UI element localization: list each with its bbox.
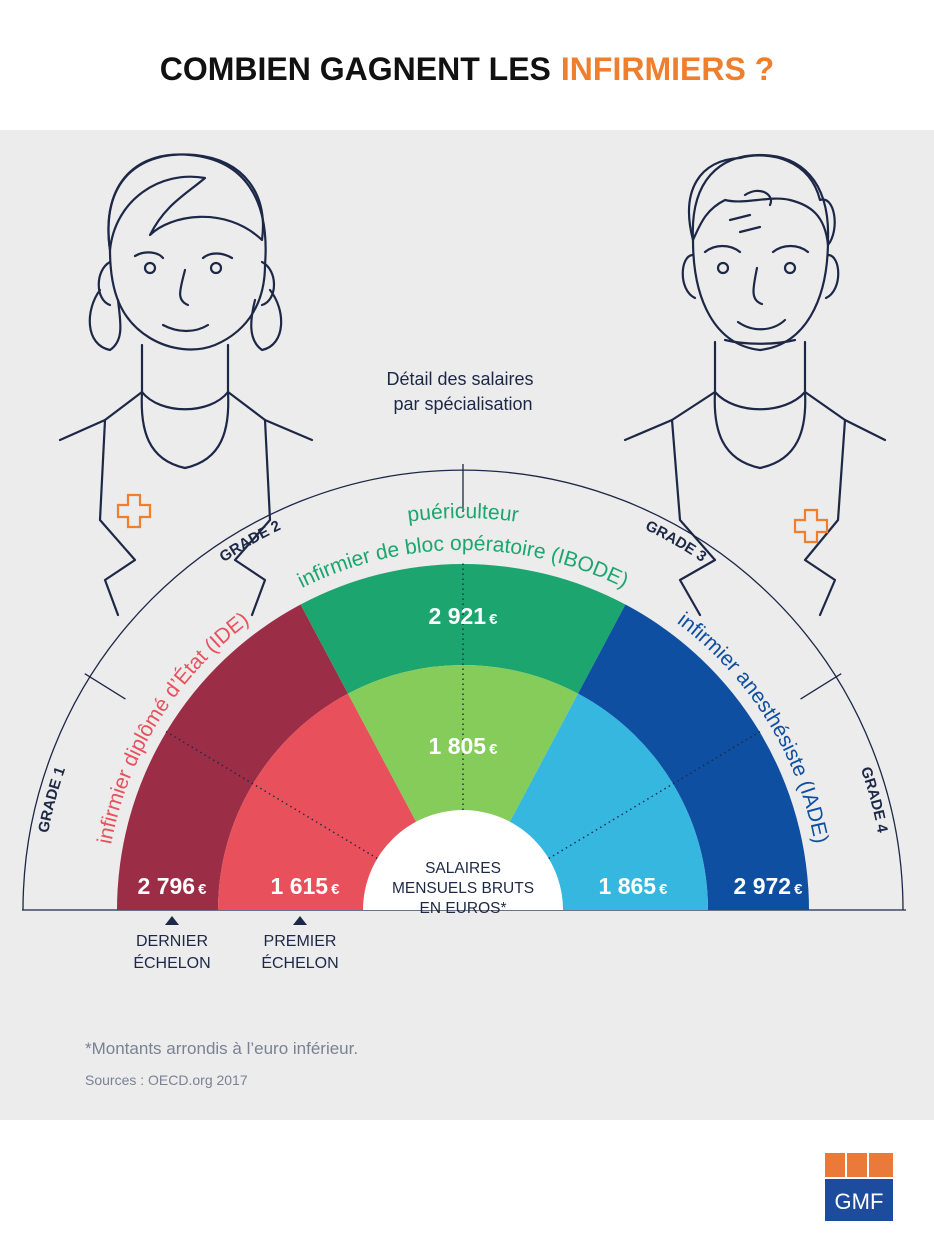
segment-dernier — [578, 604, 809, 910]
currency: € — [489, 611, 498, 628]
currency: € — [489, 741, 498, 758]
logo-tile — [869, 1153, 893, 1177]
segment-dernier — [117, 604, 348, 910]
salary-value: 2 921 € — [429, 603, 499, 629]
logo: GMF — [825, 1153, 893, 1221]
logo-tile — [825, 1153, 845, 1177]
center-label: EN EUROS* — [420, 900, 507, 917]
currency: € — [794, 881, 803, 898]
cross-icon — [116, 493, 152, 529]
center-disc — [363, 810, 563, 910]
salary-value: 1 865 € — [599, 873, 669, 899]
legend-label: DERNIER — [136, 933, 208, 950]
center-label: MENSUELS BRUTS — [392, 880, 534, 897]
salary-value: 1 805 € — [429, 733, 499, 759]
legend-label: ÉCHELON — [261, 953, 338, 972]
title: COMBIEN GAGNENT LES INFIRMIERS ? — [160, 51, 774, 87]
salary-amount: 1 615 — [271, 873, 329, 899]
logo-text: GMF — [835, 1189, 884, 1214]
title-main: COMBIEN GAGNENT LES — [160, 51, 551, 87]
legend-label: PREMIER — [264, 933, 337, 950]
footnote: *Montants arrondis à l’euro inférieur. — [85, 1039, 358, 1058]
dotted-guide — [164, 730, 378, 860]
pointer — [293, 916, 307, 925]
subtitle-line: par spécialisation — [393, 394, 532, 414]
salary-value: 2 972 € — [734, 873, 804, 899]
nurse-male — [623, 153, 887, 617]
subtitle-line: Détail des salaires — [386, 369, 533, 389]
salary-amount: 1 865 — [599, 873, 657, 899]
center-label: SALAIRES — [425, 860, 501, 877]
legend-label: ÉCHELON — [133, 953, 210, 972]
logo-tile — [847, 1153, 867, 1177]
currency: € — [331, 881, 340, 898]
salary-value: 2 796 € — [138, 873, 208, 899]
salary-amount: 1 805 — [429, 733, 487, 759]
currency: € — [198, 881, 207, 898]
currency: € — [659, 881, 668, 898]
title-highlight: INFIRMIERS ? — [561, 51, 774, 87]
grade-divider — [84, 673, 126, 700]
specialisation-label-path: puériculteur — [406, 500, 520, 527]
salary-amount: 2 921 — [429, 603, 487, 629]
salary-amount: 2 796 — [138, 873, 196, 899]
logo-box — [825, 1179, 893, 1221]
nurse-female — [58, 153, 314, 617]
specialisation-label: puériculteur — [406, 500, 520, 527]
salary-wheel: infirmier diplômé d’État (IDE)puériculte… — [22, 464, 906, 972]
dotted-guide — [548, 730, 762, 860]
salary-value: 1 615 € — [271, 873, 341, 899]
pointer — [165, 916, 179, 925]
segment-premier — [347, 665, 579, 910]
salary-amount: 2 972 — [734, 873, 792, 899]
source: Sources : OECD.org 2017 — [85, 1072, 248, 1088]
grade-divider — [800, 673, 842, 700]
cross-icon — [793, 508, 829, 544]
